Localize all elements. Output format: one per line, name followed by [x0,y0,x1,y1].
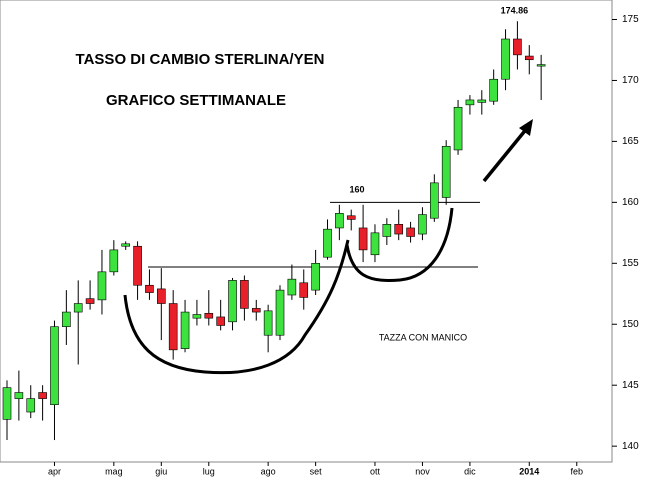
candle-body [406,227,415,237]
y-tick-label: 160 [622,197,639,208]
x-tick-label: nov [415,466,430,476]
x-tick-label: giu [155,466,167,476]
candle-body [311,263,320,291]
candle-body [323,228,332,258]
candle-body [85,298,95,304]
candle-body [145,284,154,293]
candle-body [418,214,427,235]
candle-body [489,78,498,102]
candle-body [26,398,36,413]
chart-subtitle: GRAFICO SETTIMANALE [106,92,286,109]
y-tick-label: 165 [622,136,639,147]
candle-body [228,280,237,323]
x-tick-label: feb [571,466,584,476]
candle-body [370,232,380,256]
candle-body [2,387,12,420]
candle-body [121,243,130,247]
candle-body [97,271,107,301]
x-tick-label: 2014 [519,466,539,476]
candle-body [275,289,285,336]
x-tick-label: lug [203,466,215,476]
candle-body [465,99,475,106]
candle-body [50,326,59,406]
candle-body [382,223,392,237]
candle-body [263,310,273,336]
x-tick-label: ott [370,466,381,476]
candle-body [477,99,487,103]
candle-body [62,311,71,327]
plot-area [0,0,613,463]
candle-body [453,106,463,151]
candle-body [299,282,309,298]
arrow-head [519,119,533,136]
x-tick-label: mag [105,466,123,476]
candle-body [335,213,344,229]
high-label: 174.86 [501,6,529,16]
x-tick-label: ago [261,466,276,476]
candle-body [38,392,47,399]
candle-body [430,182,439,219]
candle-body [240,280,249,309]
y-tick-label: 155 [622,258,639,269]
candle-body [536,64,546,67]
candle-body [157,288,166,304]
x-tick-label: apr [48,466,61,476]
candle-body [501,38,510,80]
candle-body [394,223,404,235]
y-tick-label: 145 [622,380,639,391]
candle-body [180,311,190,349]
candle-body [513,38,522,56]
y-tick-label: 140 [622,441,639,452]
candle-body [168,303,178,351]
candle-body [133,245,142,286]
candle-body [192,314,202,319]
candle-body [204,312,214,319]
candle-body [109,249,119,273]
x-tick-label: set [310,466,323,476]
candle-body [73,303,83,313]
annotation: TAZZA CON MANICO [379,332,467,342]
candle-body [358,227,368,251]
handle-drawing [345,207,454,283]
candle-body [346,215,356,220]
level-label: 160 [349,185,364,195]
candle-body [216,316,225,326]
candle-body [524,55,534,61]
arrow [482,125,530,183]
candle-body [14,392,24,399]
cup-drawing [123,239,350,375]
chart-title: TASSO DI CAMBIO STERLINA/YEN [76,51,325,68]
x-tick-label: dic [464,466,476,476]
y-tick-label: 170 [622,75,639,86]
candle-body [441,145,451,198]
candle-body [287,278,297,296]
y-tick-label: 175 [622,14,639,25]
candle-body [251,308,261,313]
y-tick-label: 150 [622,319,639,330]
